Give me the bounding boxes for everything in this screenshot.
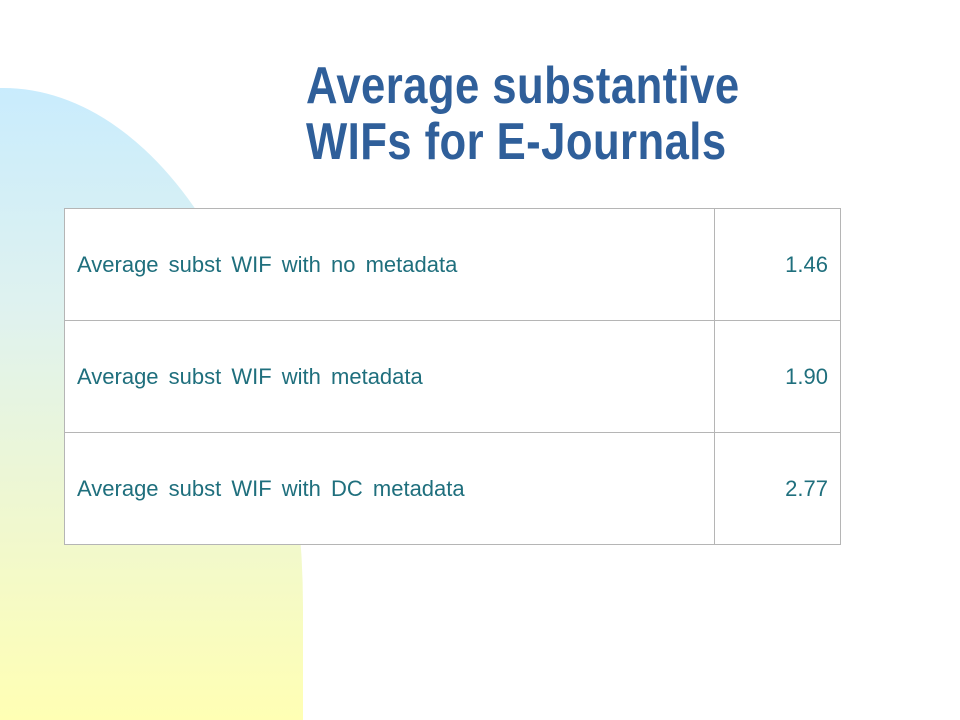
slide-title-line-1: Average substantive: [306, 57, 740, 115]
table-cell-value: 1.46: [714, 208, 841, 321]
table-cell-label: Average subst WIF with metadata: [64, 320, 715, 433]
table-cell-value: 2.77: [714, 432, 841, 545]
slide-title-line-2: WIFs for E-Journals: [306, 113, 727, 171]
table-cell-label: Average subst WIF with no metadata: [64, 208, 715, 321]
slide-title: Average substantive WIFs for E-Journals: [306, 58, 827, 170]
table-row: Average subst WIF with metadata 1.90: [64, 320, 841, 433]
wif-table: Average subst WIF with no metadata 1.46 …: [64, 208, 841, 545]
table-row: Average subst WIF with DC metadata 2.77: [64, 432, 841, 545]
table-row: Average subst WIF with no metadata 1.46: [64, 208, 841, 321]
table-cell-value: 1.90: [714, 320, 841, 433]
table-cell-label: Average subst WIF with DC metadata: [64, 432, 715, 545]
